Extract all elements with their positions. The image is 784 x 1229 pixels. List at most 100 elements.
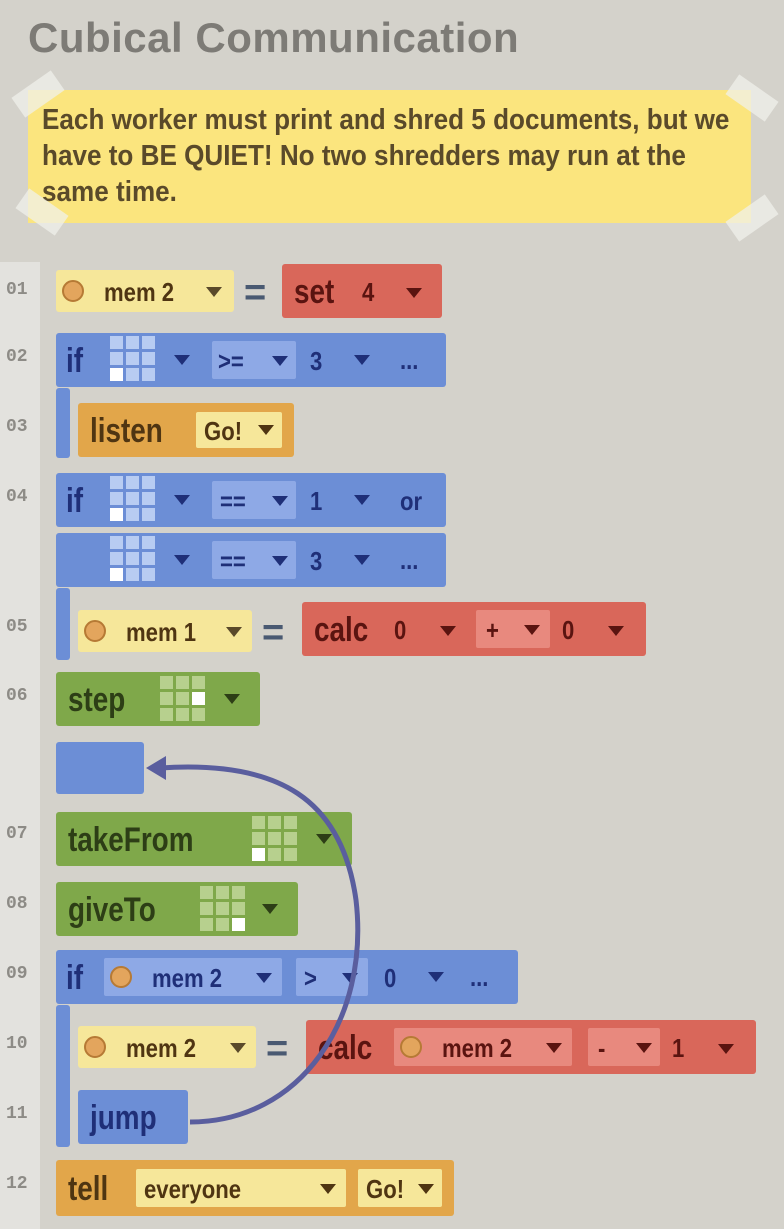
giveto-block[interactable]: giveTo xyxy=(56,882,298,936)
chevron-down-icon[interactable] xyxy=(608,626,624,636)
chevron-down-icon[interactable] xyxy=(262,904,278,914)
tell-target-value: everyone xyxy=(144,1174,242,1204)
chevron-down-icon xyxy=(272,496,288,506)
line-number: 04 xyxy=(6,487,28,507)
operator-dropdown[interactable]: >= xyxy=(212,341,296,379)
memory-slot-mem1[interactable]: mem 1 xyxy=(78,610,252,652)
grid-selector-icon[interactable] xyxy=(110,536,156,582)
listen-block[interactable]: listen Go! xyxy=(78,403,294,457)
line-gutter xyxy=(0,262,40,1229)
compare-value[interactable]: 3 xyxy=(310,546,323,576)
step-block[interactable]: step xyxy=(56,672,260,726)
calc-block[interactable]: calc 0 + 0 xyxy=(302,602,646,656)
listen-keyword: listen xyxy=(90,412,163,450)
chevron-down-icon[interactable] xyxy=(174,495,190,505)
line-number: 05 xyxy=(6,617,28,637)
chevron-down-icon[interactable] xyxy=(406,288,422,298)
equals-sign: = xyxy=(266,1028,289,1070)
compare-value[interactable]: 0 xyxy=(384,963,397,993)
grid-selector-icon[interactable] xyxy=(110,336,156,382)
memory-slot-mem2[interactable]: mem 2 xyxy=(56,270,234,312)
memory-icon xyxy=(84,1036,106,1058)
calc-operand-b[interactable]: 0 xyxy=(562,615,575,645)
if-indent-bar xyxy=(56,388,70,458)
chevron-down-icon[interactable] xyxy=(224,694,240,704)
chevron-down-icon[interactable] xyxy=(354,355,370,365)
operator-dropdown[interactable]: == xyxy=(212,481,296,519)
chevron-down-icon[interactable] xyxy=(440,626,456,636)
chevron-down-icon xyxy=(342,973,358,983)
direction-grid-icon[interactable] xyxy=(160,676,206,722)
message-value: Go! xyxy=(366,1174,405,1204)
step-keyword: step xyxy=(68,681,126,719)
chevron-down-icon[interactable] xyxy=(174,555,190,565)
grid-selector-icon[interactable] xyxy=(110,476,156,522)
instruction-note: Each worker must print and shred 5 docum… xyxy=(28,90,751,223)
chevron-down-icon[interactable] xyxy=(354,495,370,505)
compare-value[interactable]: 1 xyxy=(310,486,323,516)
calc-operator-dropdown[interactable]: - xyxy=(588,1028,660,1066)
jump-target-anchor[interactable] xyxy=(56,742,144,794)
calc-operator-dropdown[interactable]: + xyxy=(476,610,550,648)
jump-block[interactable]: jump xyxy=(78,1090,188,1144)
memory-slot-mem2[interactable]: mem 2 xyxy=(104,958,282,996)
operator-dropdown[interactable]: == xyxy=(212,541,296,579)
chevron-down-icon[interactable] xyxy=(718,1044,734,1054)
equals-sign: = xyxy=(262,612,285,654)
chevron-down-icon xyxy=(230,1043,246,1053)
operator-value: == xyxy=(220,486,246,516)
chevron-down-icon xyxy=(206,287,222,297)
compare-value[interactable]: 3 xyxy=(310,346,323,376)
line-number: 10 xyxy=(6,1034,28,1054)
more-ellipsis[interactable]: ... xyxy=(400,345,419,375)
takefrom-block[interactable]: takeFrom xyxy=(56,812,352,866)
chevron-down-icon xyxy=(546,1043,562,1053)
memory-icon xyxy=(400,1036,422,1058)
if-keyword: if xyxy=(66,959,84,997)
jump-keyword: jump xyxy=(90,1099,157,1137)
memory-slot-mem2[interactable]: mem 2 xyxy=(78,1026,256,1068)
chevron-down-icon xyxy=(272,356,288,366)
if-condition-continuation[interactable]: == 3 ... xyxy=(56,533,446,587)
instruction-text: Each worker must print and shred 5 docum… xyxy=(42,104,730,208)
direction-grid-icon[interactable] xyxy=(252,816,298,862)
jump-arrow-head xyxy=(146,756,166,780)
line-number: 08 xyxy=(6,894,28,914)
chevron-down-icon xyxy=(272,556,288,566)
line-number: 06 xyxy=(6,686,28,706)
memory-label: mem 2 xyxy=(126,1033,197,1063)
message-value: Go! xyxy=(204,416,243,446)
tell-block[interactable]: tell everyone Go! xyxy=(56,1160,454,1216)
chevron-down-icon[interactable] xyxy=(174,355,190,365)
calc-operand-a[interactable]: 0 xyxy=(394,615,407,645)
chevron-down-icon[interactable] xyxy=(428,972,444,982)
chevron-down-icon[interactable] xyxy=(316,834,332,844)
message-dropdown[interactable]: Go! xyxy=(358,1169,442,1207)
more-ellipsis[interactable]: ... xyxy=(470,962,489,992)
set-value[interactable]: 4 xyxy=(362,277,375,307)
operator-value: >= xyxy=(218,346,244,376)
calc-operand-b[interactable]: 1 xyxy=(672,1033,685,1063)
set-block[interactable]: set 4 xyxy=(282,264,442,318)
memory-label: mem 2 xyxy=(442,1033,513,1063)
more-ellipsis[interactable]: ... xyxy=(400,545,419,575)
if-block[interactable]: if == 1 or xyxy=(56,473,446,527)
if-block[interactable]: if mem 2 > 0 ... xyxy=(56,950,518,1004)
chevron-down-icon xyxy=(258,425,274,435)
tell-target-dropdown[interactable]: everyone xyxy=(136,1169,346,1207)
chevron-down-icon xyxy=(524,625,540,635)
line-number: 02 xyxy=(6,347,28,367)
direction-grid-icon[interactable] xyxy=(200,886,246,932)
message-dropdown[interactable]: Go! xyxy=(196,412,282,448)
chevron-down-icon xyxy=(226,627,242,637)
operator-dropdown[interactable]: > xyxy=(296,958,368,996)
calc-block[interactable]: calc mem 2 - 1 xyxy=(306,1020,756,1074)
chevron-down-icon xyxy=(418,1184,434,1194)
line-number: 09 xyxy=(6,964,28,984)
chevron-down-icon[interactable] xyxy=(354,555,370,565)
calc-operand-memory[interactable]: mem 2 xyxy=(394,1028,572,1066)
if-block[interactable]: if >= 3 ... xyxy=(56,333,446,387)
line-number: 07 xyxy=(6,824,28,844)
line-number: 11 xyxy=(6,1104,28,1124)
